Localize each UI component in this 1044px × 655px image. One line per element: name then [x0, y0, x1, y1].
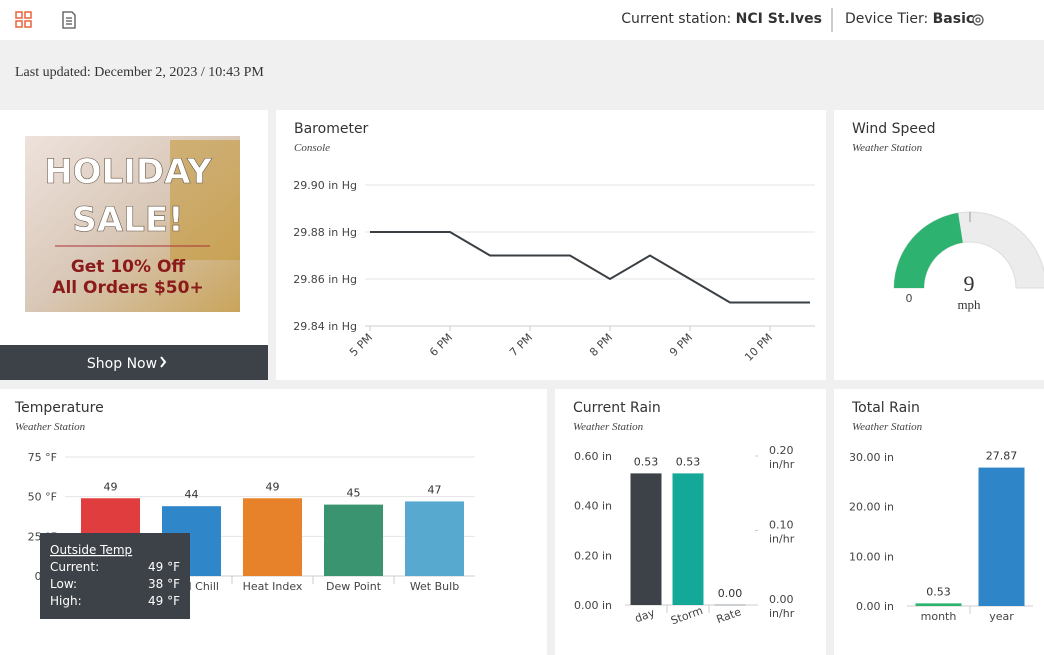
value-label: 49 [104, 480, 118, 493]
last-updated: Last updated: December 2, 2023 / 10:43 P… [15, 65, 264, 80]
chart-title: Temperature [14, 400, 104, 416]
chart-title: Total Rain [851, 400, 920, 416]
y-tick-label: 50 °F [28, 491, 57, 504]
tooltip-label: Low: [50, 577, 77, 591]
chart-title: Wind Speed [852, 121, 936, 137]
chart-subtitle: Weather Station [852, 142, 923, 154]
y2-tick-label: 0.10 in/hr [769, 519, 797, 546]
bar [630, 473, 662, 605]
y-tick-label: 75 °F [28, 451, 57, 464]
bar [915, 603, 962, 606]
x-tick-label: Wet Bulb [410, 580, 459, 593]
panels: HOLIDAY SALE! Get 10% Off All Orders $50… [0, 110, 1044, 655]
y-tick-label: 29.86 in Hg [293, 273, 357, 286]
bar [243, 498, 302, 576]
gauge-value-label: 9 [964, 271, 975, 296]
value-label: 0.53 [926, 585, 951, 598]
tooltip-bg [40, 533, 190, 619]
y-tick-label: 10.00 in [849, 550, 894, 563]
shop-button[interactable]: Shop Now [0, 345, 268, 380]
bar [324, 504, 383, 576]
gauge-unit: mph [957, 297, 981, 312]
bar [672, 473, 704, 605]
chart-subtitle: Weather Station [15, 421, 86, 433]
gauge-value [894, 212, 963, 288]
grid-icon[interactable] [15, 11, 32, 28]
value-label: 49 [266, 480, 280, 493]
promo-offer: All Orders $50+ [52, 278, 203, 298]
y-tick-label: 30.00 in [849, 451, 894, 464]
line [370, 231, 810, 304]
button-label[interactable]: Shop Now [87, 356, 157, 372]
promo-offer: Get 10% Off [71, 257, 186, 277]
x-tick-label: month [921, 610, 957, 623]
gift [170, 140, 240, 260]
tooltip-value: 49 °F [148, 560, 180, 574]
chart-subtitle: Weather Station [852, 421, 923, 433]
y-tick-label: 0.40 in [574, 500, 612, 513]
bar [405, 501, 464, 576]
value-label: 45 [347, 487, 361, 500]
chart-subtitle: Weather Station [573, 421, 644, 433]
promo-headline: SALE! [72, 200, 183, 240]
y2-tick-label: 0.00 in/hr [769, 593, 797, 620]
y-tick-label: 0.20 in [574, 549, 612, 562]
gauge-tick-label: 0 [906, 292, 913, 305]
x-tick-label: Heat Index [243, 580, 303, 593]
y-tick-label: 29.90 in Hg [293, 179, 357, 192]
tooltip-value: 38 °F [148, 577, 180, 591]
y2-tick-label: 0.20 in/hr [769, 444, 797, 471]
station-name: NCI St.Ives [735, 11, 822, 27]
value-label: 44 [185, 488, 199, 501]
y-tick-label: 0.00 in [856, 600, 894, 613]
tooltip-value: 49 °F [148, 594, 180, 608]
tier-name: Basic [932, 11, 975, 27]
bar [978, 467, 1025, 606]
tier: Device Tier: Basic [845, 11, 974, 27]
promo-headline: HOLIDAY [44, 152, 212, 192]
value-label: 0.53 [676, 455, 701, 468]
chart-subtitle: Console [294, 142, 330, 154]
x-tick-label: year [989, 610, 1014, 623]
tooltip-label: Current: [50, 560, 99, 574]
x-tick-label: Dew Point [326, 580, 382, 593]
header: Current station: NCI St.Ives Device Tier… [0, 0, 1044, 40]
value-label: 0.53 [634, 455, 659, 468]
y-tick-label: 0.00 in [574, 599, 612, 612]
button-bg[interactable] [0, 345, 268, 380]
header-icons [15, 8, 984, 32]
chevron[interactable] [160, 356, 167, 368]
tier-label: Device Tier: [845, 11, 929, 27]
y-tick-label: 20.00 in [849, 501, 894, 514]
chart-title: Barometer [294, 121, 369, 137]
station: Current station: NCI St.Ives [621, 11, 822, 27]
value-label: 27.87 [986, 450, 1018, 463]
chart-title: Current Rain [573, 400, 661, 416]
y-tick-label: 29.84 in Hg [293, 320, 357, 333]
y-tick-label: 29.88 in Hg [293, 226, 357, 239]
value-label: 0.00 [718, 587, 743, 600]
settings-icon[interactable] [972, 14, 984, 26]
list-icon[interactable] [62, 11, 76, 29]
tooltip-label: High: [50, 594, 82, 608]
tooltip-title: Outside Temp [50, 543, 132, 557]
value-label: 47 [428, 483, 442, 496]
tooltip: Outside Temp Current: 49 °F Low: 38 °F High:… [40, 533, 190, 619]
station-label: Current station: [621, 11, 732, 27]
panel [276, 110, 826, 380]
y-tick-label: 0.60 in [574, 450, 612, 463]
